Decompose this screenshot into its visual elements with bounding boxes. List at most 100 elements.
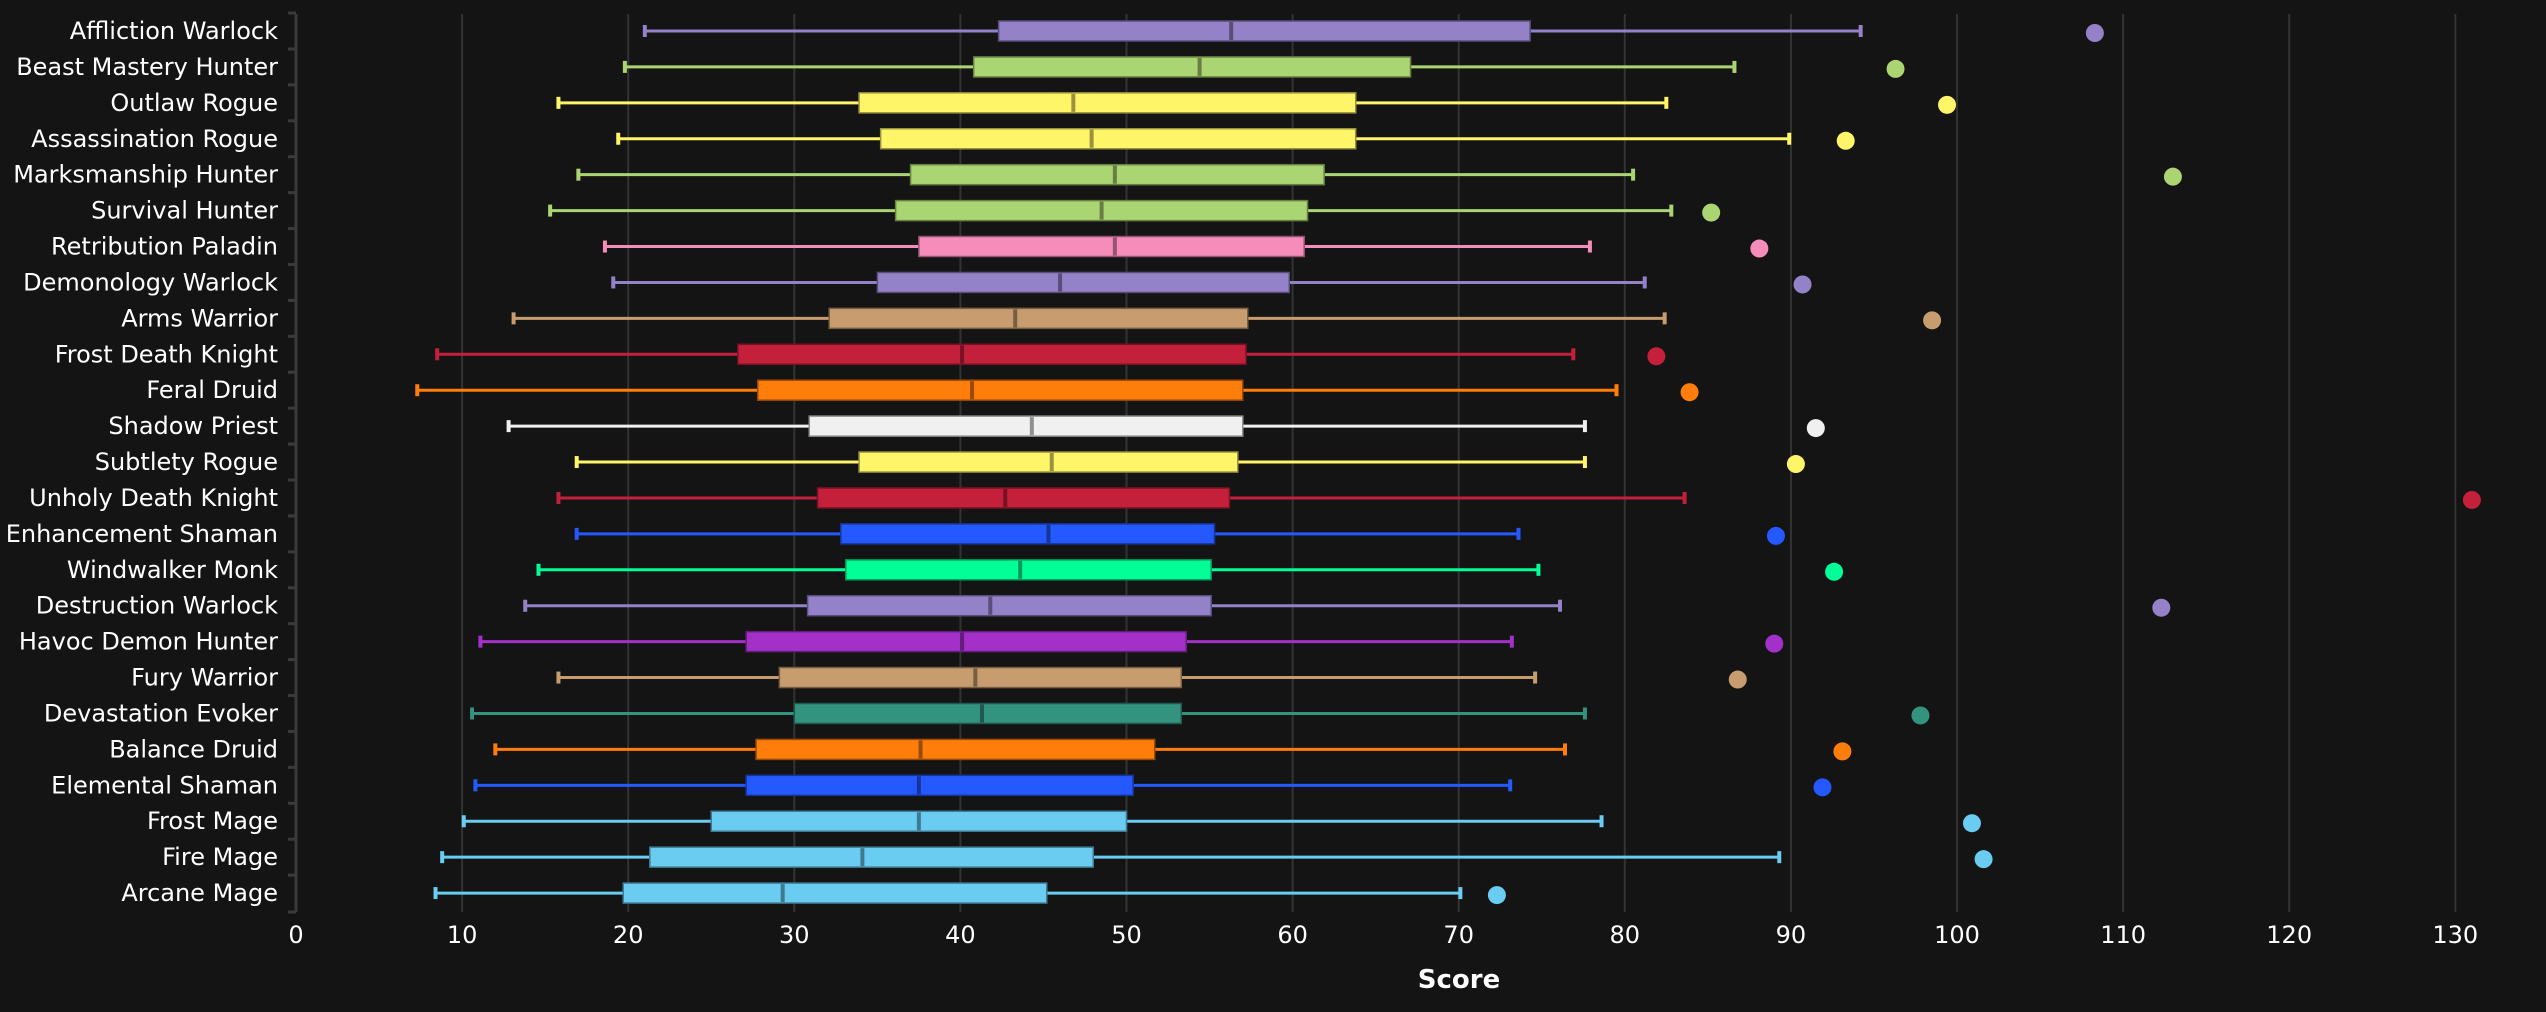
box-windwalker-monk (536, 559, 1844, 581)
x-axis: 0 10 20 30 40 50 60 70 80 90 100 110 120 130 (288, 921, 2478, 949)
iqr-box (622, 882, 1048, 904)
x-tick-label: 40 (945, 921, 976, 949)
category-label: Frost Death Knight (55, 340, 278, 368)
x-tick-label: 50 (1111, 921, 1142, 949)
outlier-point (1962, 814, 1981, 833)
outlier-point (1680, 383, 1699, 402)
box-frost-death-knight (435, 343, 1666, 366)
category-label: Survival Hunter (91, 197, 278, 225)
outlier-point (1786, 455, 1805, 474)
box-assassination-rogue (616, 128, 1855, 150)
outlier-point (2152, 598, 2171, 617)
outlier-point (1765, 634, 1784, 653)
iqr-box (793, 702, 1183, 725)
category-label: Beast Mastery Hunter (16, 53, 278, 81)
category-label: Subtlety Rogue (95, 448, 278, 476)
outlier-point (1806, 419, 1825, 438)
iqr-box (845, 559, 1212, 581)
iqr-box (840, 523, 1216, 545)
category-label: Arms Warrior (121, 304, 278, 332)
iqr-box (757, 379, 1244, 401)
box-elemental-shaman (473, 774, 1832, 797)
outlier-point (1728, 670, 1747, 689)
x-tick-label: 30 (779, 921, 810, 949)
iqr-box (997, 20, 1531, 42)
box-enhancement-shaman (574, 523, 1785, 545)
category-label: Affliction Warlock (70, 17, 278, 45)
box-survival-hunter (548, 199, 1721, 222)
iqr-box (858, 92, 1357, 114)
box-balance-druid (493, 738, 1852, 761)
x-tick-label: 120 (2266, 921, 2312, 949)
x-tick-label: 90 (1776, 921, 1807, 949)
iqr-box (755, 738, 1156, 761)
box-beast-mastery-hunter (622, 56, 1905, 78)
outlier-point (1886, 59, 1905, 78)
outlier-point (1702, 203, 1721, 222)
category-label: Feral Druid (146, 376, 278, 404)
category-label: Devastation Evoker (44, 699, 278, 727)
box-havoc-demon-hunter (478, 630, 1784, 653)
category-label: Marksmanship Hunter (13, 161, 278, 189)
x-tick-label: 130 (2432, 921, 2478, 949)
iqr-box (745, 774, 1134, 797)
category-label: Outlaw Rogue (110, 89, 278, 117)
iqr-box (876, 271, 1291, 294)
iqr-box (808, 415, 1244, 437)
box-retribution-paladin (602, 235, 1769, 258)
box-marksmanship-hunter (576, 163, 2182, 186)
outlier-point (2085, 24, 2104, 42)
outlier-point (1836, 131, 1855, 150)
box-affliction-warlock (642, 20, 2104, 42)
outlier-point (2462, 490, 2481, 509)
category-label: Frost Mage (147, 807, 278, 835)
iqr-box (649, 846, 1095, 868)
box-arms-warrior (511, 307, 1942, 330)
iqr-box (858, 451, 1239, 473)
category-label: Shadow Priest (108, 412, 278, 440)
x-tick-label: 60 (1277, 921, 1308, 949)
iqr-box (737, 343, 1247, 366)
box-devastation-evoker (470, 702, 1930, 725)
x-tick-label: 110 (2100, 921, 2146, 949)
x-tick-label: 20 (613, 921, 644, 949)
boxes (415, 20, 2481, 905)
outlier-point (1923, 311, 1942, 330)
x-tick-label: 70 (1443, 921, 1474, 949)
iqr-box (828, 307, 1249, 330)
outlier-point (1813, 778, 1832, 797)
category-label: Retribution Paladin (51, 233, 278, 261)
iqr-box (816, 487, 1231, 509)
y-axis: Affliction Warlock Beast Mastery Hunter Ou… (6, 11, 298, 914)
box-frost-mage (461, 810, 1981, 833)
category-label: Assassination Rogue (31, 125, 278, 153)
category-label: Arcane Mage (121, 879, 278, 907)
box-outlaw-rogue (556, 92, 1957, 114)
outlier-point (1487, 886, 1506, 905)
category-label: Enhancement Shaman (6, 520, 278, 548)
box-destruction-warlock (523, 594, 2171, 617)
category-label: Balance Druid (109, 735, 278, 763)
box-shadow-priest (506, 415, 1825, 438)
outlier-point (1750, 239, 1769, 258)
box-fury-warrior (556, 666, 1747, 689)
iqr-box (745, 630, 1188, 653)
x-tick-label: 100 (1934, 921, 1980, 949)
category-label: Destruction Warlock (36, 592, 278, 620)
box-arcane-mage (433, 882, 1506, 905)
outlier-point (1833, 742, 1852, 761)
category-label: Fire Mage (162, 843, 278, 871)
outlier-point (1911, 706, 1930, 725)
category-label: Windwalker Monk (67, 556, 278, 584)
iqr-box (918, 235, 1305, 258)
category-label: Fury Warrior (131, 664, 278, 692)
box-demonology-warlock (611, 271, 1812, 294)
box-fire-mage (440, 846, 1993, 869)
category-label: Elemental Shaman (51, 771, 278, 799)
iqr-box (909, 163, 1325, 186)
x-tick-label: 10 (447, 921, 478, 949)
iqr-box (972, 56, 1412, 78)
outlier-point (1766, 526, 1785, 545)
